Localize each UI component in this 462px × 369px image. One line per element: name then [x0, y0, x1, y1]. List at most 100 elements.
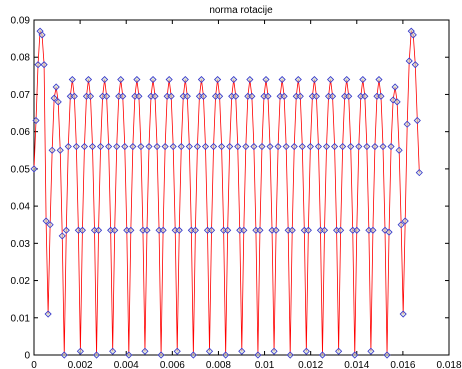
data-marker [159, 226, 167, 234]
data-marker [193, 142, 201, 151]
data-marker [393, 98, 401, 106]
data-marker [127, 226, 135, 234]
x-tick-label: 0.004 [114, 360, 139, 369]
x-tick-label: 0.006 [160, 360, 185, 369]
data-marker [161, 142, 169, 151]
data-marker [70, 92, 78, 100]
y-tick-label: 0 [24, 351, 30, 362]
data-marker [413, 116, 421, 125]
data-marker [56, 146, 64, 154]
data-marker [367, 347, 375, 355]
data-marker [32, 116, 40, 125]
data-marker [409, 31, 417, 39]
data-marker [145, 142, 153, 151]
y-tick-label: 0.08 [11, 53, 31, 64]
data-marker [238, 347, 246, 355]
x-tick-label: 0.01 [255, 360, 275, 369]
data-marker [113, 142, 121, 151]
data-marker [44, 310, 52, 318]
data-marker [218, 142, 226, 151]
data-marker [274, 142, 282, 151]
y-tick-label: 0.04 [11, 202, 31, 213]
data-marker [230, 75, 238, 84]
data-marker [58, 232, 66, 240]
data-marker [201, 142, 210, 151]
data-marker [54, 98, 62, 106]
data-marker [48, 146, 56, 154]
y-tick-label: 0.02 [11, 276, 31, 287]
data-marker [214, 75, 222, 84]
data-marker [359, 75, 367, 84]
data-marker [40, 61, 48, 69]
data-marker [405, 57, 413, 65]
data-marker [246, 75, 254, 84]
data-marker [38, 31, 46, 39]
data-marker [173, 347, 181, 355]
data-marker [288, 226, 296, 234]
data-marker [347, 142, 355, 151]
data-marker [371, 142, 379, 151]
data-marker [169, 142, 177, 151]
data-marker [294, 75, 302, 84]
data-marker [318, 351, 327, 359]
data-marker [355, 142, 363, 151]
x-tick-label: 0.018 [436, 360, 461, 369]
data-marker [76, 347, 84, 355]
data-marker [242, 142, 250, 151]
data-marker [151, 92, 159, 100]
data-marker [329, 92, 337, 100]
data-marker [143, 226, 151, 234]
data-line [33, 29, 420, 356]
data-marker [286, 351, 294, 359]
data-marker [125, 351, 133, 359]
data-marker [270, 347, 278, 355]
data-marker [363, 142, 371, 151]
y-tick-label: 0.07 [11, 90, 31, 101]
data-marker [351, 351, 359, 359]
data-marker [290, 142, 298, 151]
data-marker [234, 142, 242, 151]
data-marker [262, 75, 270, 84]
data-marker [64, 142, 72, 151]
data-marker [60, 351, 68, 359]
data-marker [30, 165, 38, 173]
data-marker [177, 142, 185, 151]
data-marker [240, 226, 248, 234]
data-marker [119, 92, 127, 100]
data-marker [395, 146, 403, 154]
y-tick-label: 0.06 [11, 127, 31, 138]
data-marker [189, 351, 197, 359]
data-marker [94, 226, 103, 234]
data-marker [222, 351, 230, 359]
data-marker [216, 92, 224, 100]
data-marker [304, 226, 312, 234]
data-marker [165, 75, 173, 84]
data-marker [92, 351, 101, 359]
data-marker [264, 92, 272, 100]
data-marker [117, 75, 125, 84]
data-marker [296, 92, 304, 100]
plot-area [33, 19, 450, 356]
x-tick-label: 0.014 [344, 360, 369, 369]
data-marker [62, 226, 70, 234]
data-marker [302, 347, 310, 355]
data-marker [181, 75, 189, 84]
data-marker [167, 92, 175, 100]
data-marker [335, 347, 343, 355]
data-marker [298, 142, 306, 151]
data-marker [385, 228, 393, 236]
data-marker [232, 92, 240, 100]
data-marker [84, 75, 93, 84]
data-marker [209, 142, 218, 151]
data-marker [322, 142, 331, 151]
data-marker [197, 75, 206, 84]
data-marker [272, 226, 280, 234]
data-marker [258, 142, 266, 151]
data-marker [141, 347, 149, 355]
data-marker [42, 217, 50, 225]
data-marker [343, 75, 351, 84]
data-marker [175, 226, 183, 234]
data-marker [415, 169, 423, 177]
x-tick-label: 0.016 [390, 360, 415, 369]
data-marker [133, 75, 141, 84]
